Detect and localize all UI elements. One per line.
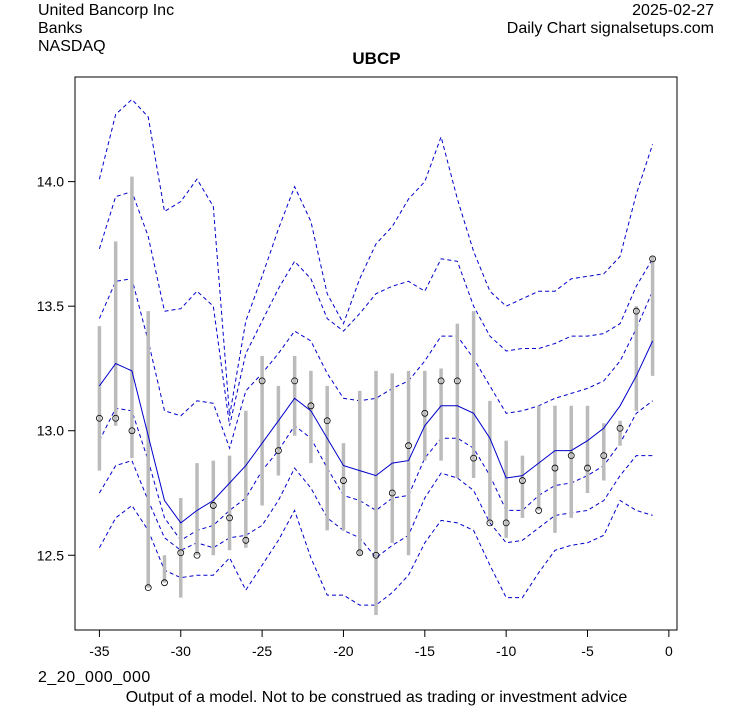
close-point xyxy=(193,551,201,559)
close-point xyxy=(307,402,315,410)
close-point xyxy=(242,536,250,544)
close-point xyxy=(649,255,656,263)
close-point xyxy=(551,464,559,472)
band-line-band-3 xyxy=(98,499,653,606)
close-point xyxy=(453,377,461,385)
close-point xyxy=(340,477,347,484)
x-tick-label: -20 xyxy=(333,643,353,659)
close-point xyxy=(161,579,168,587)
y-tick-label: 13.0 xyxy=(37,423,64,439)
chart-date: 2025-02-27 xyxy=(632,2,714,19)
close-point xyxy=(226,514,233,522)
band-line-band+1 xyxy=(98,278,654,450)
close-point xyxy=(535,507,543,514)
close-point xyxy=(258,377,266,385)
close-point xyxy=(112,414,120,422)
close-point xyxy=(437,377,445,385)
y-tick-label: 12.5 xyxy=(37,547,64,563)
y-tick-label: 14.0 xyxy=(37,174,64,190)
close-point xyxy=(519,477,526,484)
close-point xyxy=(632,307,640,315)
close-point xyxy=(388,489,396,497)
close-point xyxy=(96,414,103,422)
bands-layer xyxy=(98,98,654,606)
x-tick-label: -10 xyxy=(496,643,516,659)
range-bars-layer xyxy=(97,176,655,616)
mean-layer xyxy=(98,340,654,524)
disclaimer: Output of a model. Not to be construed a… xyxy=(125,689,628,706)
close-point xyxy=(323,417,331,425)
chart-source: Daily Chart signalsetups.com xyxy=(506,20,714,37)
close-point xyxy=(584,464,591,472)
close-point xyxy=(177,549,185,557)
close-point xyxy=(291,377,299,385)
close-points-layer xyxy=(96,255,656,592)
x-tick-label: 0 xyxy=(665,643,673,659)
close-point xyxy=(421,409,429,417)
close-point xyxy=(600,452,608,460)
mean-line xyxy=(98,340,654,524)
company-name: United Bancorp Inc xyxy=(38,2,175,19)
close-point xyxy=(144,584,152,592)
exchange-label: NASDAQ xyxy=(38,38,106,55)
y-tick-label: 13.5 xyxy=(37,298,64,314)
close-point xyxy=(567,452,575,460)
close-point xyxy=(128,427,136,435)
x-tick-label: -5 xyxy=(581,643,594,659)
chart-title: UBCP xyxy=(352,49,401,68)
band-line-band-1 xyxy=(98,400,653,541)
band-line-band+2 xyxy=(98,190,654,426)
x-tick-label: -15 xyxy=(415,643,435,659)
close-point xyxy=(372,551,380,559)
close-point xyxy=(616,424,624,432)
close-point xyxy=(502,519,510,527)
x-tick-label: -25 xyxy=(252,643,272,659)
x-axis: -35 -30 -25 -20 -15 -10 -5 0 xyxy=(89,629,673,659)
model-code: 2_20_000_000 xyxy=(38,669,151,686)
close-point xyxy=(486,519,494,527)
close-point xyxy=(405,442,412,450)
close-point xyxy=(274,447,282,455)
sector-label: Banks xyxy=(38,20,83,37)
close-point xyxy=(209,502,217,509)
band-line-band+3 xyxy=(98,98,654,416)
close-point xyxy=(470,454,478,462)
x-tick-label: -35 xyxy=(89,643,109,659)
x-tick-label: -30 xyxy=(171,643,191,659)
y-axis: 12.5 13.0 13.5 14.0 xyxy=(37,174,76,563)
close-point xyxy=(356,549,364,557)
